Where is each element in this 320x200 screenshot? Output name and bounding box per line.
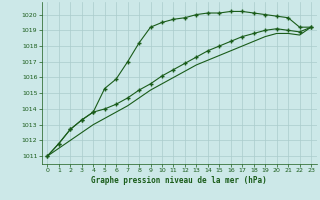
X-axis label: Graphe pression niveau de la mer (hPa): Graphe pression niveau de la mer (hPa) xyxy=(91,176,267,185)
